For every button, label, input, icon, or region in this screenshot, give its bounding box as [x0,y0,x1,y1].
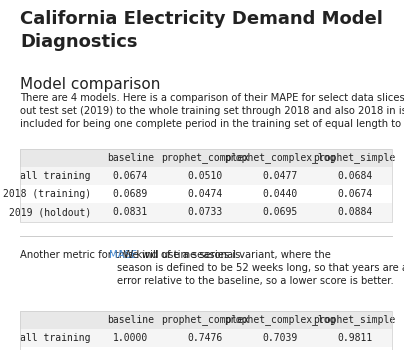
Text: 0.0884: 0.0884 [337,208,372,217]
Text: 1.0000: 1.0000 [113,333,148,343]
Text: 0.0477: 0.0477 [262,171,297,181]
Text: There are 4 models. Here is a comparison of their MAPE for select data slices. W: There are 4 models. Here is a comparison… [20,93,404,129]
Text: 2018 (training): 2018 (training) [3,189,91,199]
Text: 0.0695: 0.0695 [262,208,297,217]
Text: California Electricity Demand Model
Diagnostics: California Electricity Demand Model Diag… [20,10,383,51]
Text: 0.0831: 0.0831 [113,208,148,217]
Text: prophet_simple: prophet_simple [314,314,396,326]
Text: 0.0684: 0.0684 [337,171,372,181]
Text: prophet_complex: prophet_complex [161,314,249,326]
Text: prophet_complex_log: prophet_complex_log [224,314,336,326]
Text: 0.0674: 0.0674 [113,171,148,181]
Text: 0.7476: 0.7476 [187,333,223,343]
Text: 0.0510: 0.0510 [187,171,223,181]
Text: prophet_complex: prophet_complex [161,152,249,163]
Text: 0.0733: 0.0733 [187,208,223,217]
Text: 0.0674: 0.0674 [337,189,372,199]
Text: Another metric for this kind of time series is: Another metric for this kind of time ser… [20,250,244,260]
Text: 0.0440: 0.0440 [262,189,297,199]
Text: 2019 (holdout): 2019 (holdout) [8,208,91,217]
Text: MASE: MASE [109,250,137,260]
Text: 0.9811: 0.9811 [337,333,372,343]
Text: 0.0689: 0.0689 [113,189,148,199]
Text: prophet_simple: prophet_simple [314,152,396,163]
Text: 0.7039: 0.7039 [262,333,297,343]
Text: baseline: baseline [107,153,154,163]
Text: 0.0474: 0.0474 [187,189,223,199]
Text: prophet_complex_log: prophet_complex_log [224,152,336,163]
Text: baseline: baseline [107,315,154,325]
Text: all training: all training [20,333,91,343]
Text: . We will use a seasonal variant, where the
season is defined to be 52 weeks lon: . We will use a seasonal variant, where … [117,250,404,286]
Text: all training: all training [20,171,91,181]
Text: Model comparison: Model comparison [20,77,160,92]
